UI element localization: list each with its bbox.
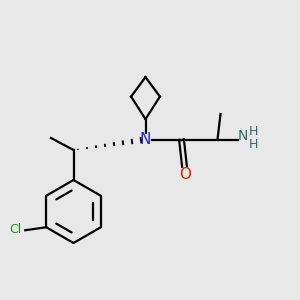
Text: N: N <box>237 129 248 143</box>
Text: H: H <box>248 125 258 139</box>
Text: O: O <box>179 167 191 182</box>
Text: N: N <box>140 132 151 147</box>
Text: H: H <box>248 137 258 151</box>
Text: Cl: Cl <box>10 223 22 236</box>
